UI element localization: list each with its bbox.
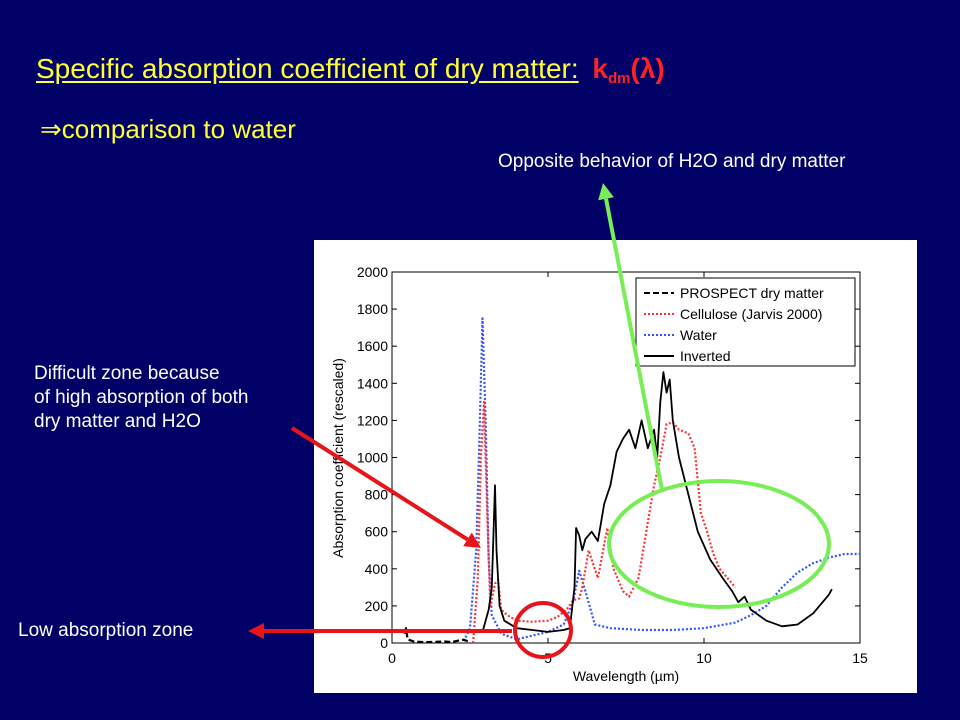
difficult-zone-arrow-icon-head [463,532,481,548]
annotation-difficult-line-2: of high absorption of both [34,387,249,408]
title-symbol: kdm(λ) [592,53,665,87]
y-tick-label: 800 [365,487,389,503]
legend-label: Inverted [680,348,731,364]
x-tick-label: 0 [388,650,396,666]
x-tick-label: 10 [696,650,712,666]
opposite-zone-ellipse [607,479,831,609]
y-tick-label: 2000 [357,264,388,280]
y-tick-label: 1400 [357,375,388,391]
subtitle-text: comparison to water [61,114,296,144]
series-line-inverted [481,371,833,633]
slide-title: Specific absorption coefficient of dry m… [36,53,571,84]
x-axis-label: Wavelength (µm) [573,668,679,684]
y-tick-label: 1200 [357,412,388,428]
title-symbol-k: k [592,53,608,84]
slide-title-colon: : [570,53,579,84]
low-zone-ellipse [513,601,573,659]
annotation-overlays [248,183,831,659]
series-line-prospect-dry-matter [403,627,471,644]
low-zone-arrow-icon-head [248,623,264,639]
opposite-behavior-arrow-icon-head [598,183,614,201]
axis-ticks: 0 5 10 150200400600800100012001400160018002… [357,264,868,666]
annotation-low-absorption: Low absorption zone [18,620,194,641]
difficult-zone-arrow-icon-shaft [290,426,469,542]
y-tick-label: 0 [380,635,388,651]
y-tick-label: 400 [365,561,389,577]
legend-label: PROSPECT dry matter [680,285,824,301]
y-tick-label: 1600 [357,338,388,354]
legend: PROSPECT dry matter Cellulose (Jarvis 200… [635,277,856,367]
x-tick-label: 15 [852,650,868,666]
opposite-behavior-arrow-icon-shaft [604,198,664,491]
series-line-water [462,317,860,642]
title-symbol-arg: (λ) [630,53,665,84]
legend-label: Water [680,327,717,343]
y-tick-label: 1800 [357,301,388,317]
y-tick-label: 1000 [357,450,388,466]
y-tick-label: 200 [365,598,389,614]
annotation-opposite-behavior: Opposite behavior of H2O and dry matter [498,151,846,172]
legend-label: Cellulose (Jarvis 2000) [680,306,822,322]
y-tick-label: 600 [365,524,389,540]
annotation-difficult-line-3: dry matter and H2O [34,411,201,432]
slide-title-row: Specific absorption coefficient of dry m… [36,52,665,96]
low-zone-arrow-icon [248,623,512,639]
annotation-difficult-line-1: Difficult zone because [34,363,220,384]
slide-subtitle: ⇒comparison to water [40,114,296,145]
title-symbol-sub: dm [608,70,631,87]
series-group [403,317,860,644]
opposite-behavior-arrow-icon [598,183,664,491]
series-line-cellulose-jarvis-2000 [472,400,737,644]
difficult-zone-arrow-icon [290,426,481,548]
subtitle-arrow-icon: ⇒ [40,114,62,144]
annotation-difficult-zone: Difficult zone because of high absorptio… [34,362,248,434]
